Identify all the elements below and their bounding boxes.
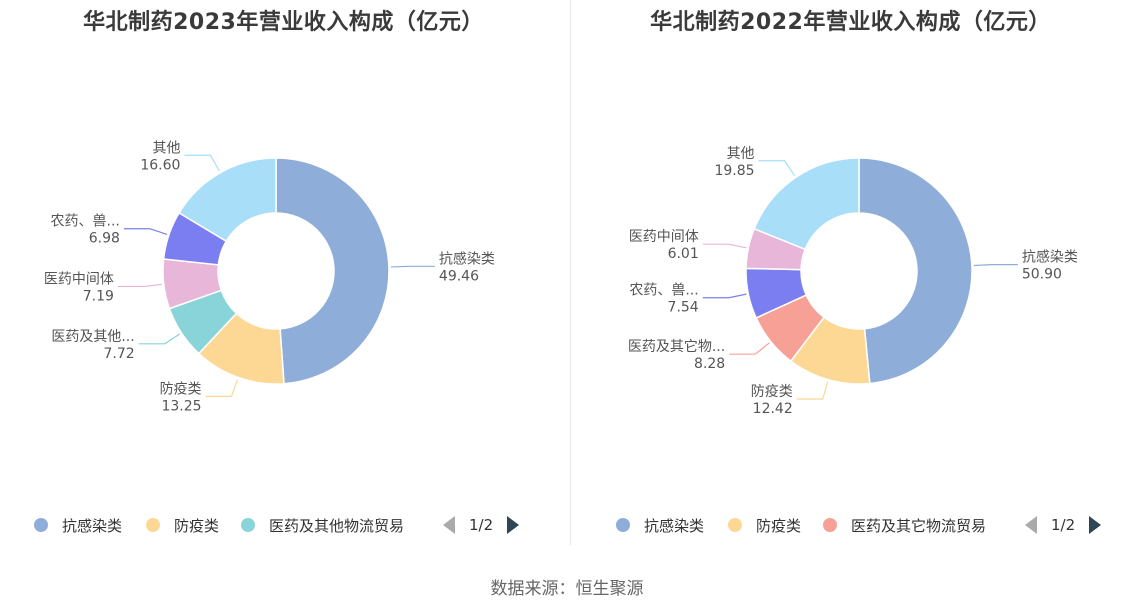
leader-line xyxy=(973,264,1018,267)
slice-value-label: 13.25 xyxy=(161,398,201,414)
slice-value-label: 7.54 xyxy=(668,300,699,316)
legend-item[interactable]: 防疫类 xyxy=(146,512,219,538)
slice-label: 其他 xyxy=(727,146,755,162)
slice-value-label: 49.46 xyxy=(439,268,479,284)
legend-label: 医药及其它物流贸易 xyxy=(851,516,987,535)
slice-value-label: 6.01 xyxy=(668,246,699,262)
chart-panel-2023: 华北制药2023年营业收入构成（亿元） 抗感染类 49.46 防疫类 13.25 医药及… xyxy=(0,0,567,560)
slice-label: 医药及其他... xyxy=(51,329,134,345)
leader-line xyxy=(138,333,181,345)
donut-slice[interactable] xyxy=(753,157,860,251)
legend: 抗感染类 防疫类 医药及其他物流贸易 1/2 xyxy=(0,512,567,538)
slice-value-label: 8.28 xyxy=(694,356,725,372)
legend-label: 抗感染类 xyxy=(644,516,705,535)
slice-label: 农药、兽... xyxy=(629,283,698,299)
legend-dot xyxy=(146,518,160,532)
legend-label: 防疫类 xyxy=(174,516,220,535)
leader-line xyxy=(184,154,220,172)
legend-dot xyxy=(616,518,630,532)
slice-value-label: 7.19 xyxy=(83,288,114,304)
leader-line xyxy=(390,265,435,268)
chart-panel-2022: 华北制药2022年营业收入构成（亿元） 抗感染类 50.90 防疫类 12.42 医药及… xyxy=(567,0,1134,560)
leader-line xyxy=(205,379,239,397)
leader-line xyxy=(117,283,162,288)
legend-pager: 1/2 xyxy=(1025,512,1102,538)
legend-dot xyxy=(728,518,742,532)
prev-page-icon[interactable] xyxy=(1025,516,1037,534)
legend-item[interactable]: 防疫类 xyxy=(728,512,801,538)
chart-title: 华北制药2023年营业收入构成（亿元） xyxy=(83,10,484,35)
slice-label: 防疫类 xyxy=(751,384,793,400)
legend-item[interactable]: 医药及其他物流贸易 xyxy=(241,512,404,538)
slice-value-label: 16.60 xyxy=(140,157,180,173)
leader-line xyxy=(729,342,770,355)
slice-label: 医药中间体 xyxy=(629,229,699,245)
legend-pager: 1/2 xyxy=(443,512,520,538)
page-indicator: 1/2 xyxy=(1051,516,1076,534)
leader-line xyxy=(758,160,796,177)
legend-dot xyxy=(241,518,255,532)
legend-dot xyxy=(823,518,837,532)
legend-item[interactable]: 医药及其它物流贸易 xyxy=(823,512,986,538)
legend: 抗感染类 防疫类 医药及其它物流贸易 1/2 xyxy=(567,512,1134,538)
page-indicator: 1/2 xyxy=(469,516,494,534)
data-source: 数据来源：恒生聚源 xyxy=(490,579,644,599)
slice-label: 抗感染类 xyxy=(439,250,495,267)
slice-value-label: 6.98 xyxy=(89,231,120,247)
panel-divider xyxy=(570,0,571,545)
leader-line xyxy=(123,228,168,236)
slice-label: 抗感染类 xyxy=(1022,249,1078,266)
leader-line xyxy=(796,381,829,400)
legend-dot xyxy=(34,518,48,532)
legend-label: 防疫类 xyxy=(756,516,802,535)
legend-item[interactable]: 抗感染类 xyxy=(34,512,122,538)
slice-label: 医药及其它物... xyxy=(628,338,725,355)
slice-value-label: 19.85 xyxy=(714,163,754,179)
donut-slice[interactable] xyxy=(275,157,390,385)
slice-value-label: 50.90 xyxy=(1022,267,1062,283)
leader-line xyxy=(702,243,747,249)
legend-item[interactable]: 抗感染类 xyxy=(616,512,704,538)
slice-value-label: 7.72 xyxy=(104,346,135,362)
slice-label: 农药、兽... xyxy=(51,214,120,230)
legend-label: 抗感染类 xyxy=(62,516,123,535)
legend-label: 医药及其他物流贸易 xyxy=(269,516,405,535)
next-page-icon[interactable] xyxy=(1089,516,1102,534)
slice-label: 其他 xyxy=(152,140,180,156)
slice-label: 医药中间体 xyxy=(44,271,114,287)
slice-value-label: 12.42 xyxy=(753,401,793,417)
slice-label: 防疫类 xyxy=(160,381,202,397)
chart-title: 华北制药2022年营业收入构成（亿元） xyxy=(650,10,1051,35)
next-page-icon[interactable] xyxy=(507,516,520,534)
leader-line xyxy=(702,293,747,299)
donut-slice[interactable] xyxy=(178,157,277,243)
prev-page-icon[interactable] xyxy=(443,516,455,534)
donut-slice[interactable] xyxy=(858,157,973,385)
